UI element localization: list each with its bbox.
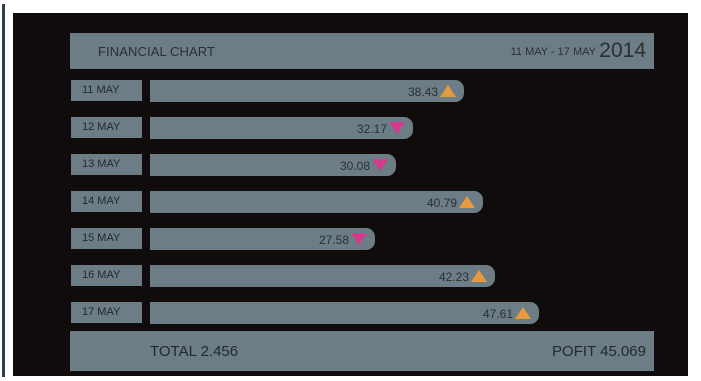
value-label: 38.43 [407,85,438,99]
value-label: 47.61 [482,307,513,321]
day-label: 13 MAY [71,154,142,175]
trend-up-triangle [440,85,456,97]
value-bar: 47.61 [150,302,539,324]
day-label: 17 MAY [71,302,142,323]
trend-down-triangle [351,233,367,245]
trend-down-icon [351,233,367,245]
date-range: 11 MAY - 17 MAY [510,46,596,58]
trend-down-icon [372,159,388,171]
day-label: 11 MAY [71,80,142,101]
profit-label: POFIT 45.069 [552,343,646,360]
chart-header: FINANCIAL CHART 11 MAY - 17 MAY 2014 [70,33,654,69]
trend-up-icon [459,196,475,208]
total-label: TOTAL 2.456 [150,343,239,360]
value-bar: 30.08 [150,154,396,176]
day-label: 14 MAY [71,191,142,212]
year-label: 2014 [599,39,646,62]
value-label: 42.23 [438,270,469,284]
trend-up-triangle [515,307,531,319]
trend-down-icon [389,122,405,134]
value-label: 32.17 [356,122,387,136]
chart-footer: TOTAL 2.456 POFIT 45.069 [70,331,654,371]
value-label: 30.08 [339,159,370,173]
value-label: 27.58 [318,233,349,247]
chart-title: FINANCIAL CHART [98,44,216,59]
value-bar: 27.58 [150,228,375,250]
value-bar: 42.23 [150,265,495,287]
trend-up-triangle [471,270,487,282]
trend-down-triangle [372,159,388,171]
day-label: 12 MAY [71,117,142,138]
trend-up-icon [515,307,531,319]
value-bar: 38.43 [150,80,464,102]
trend-up-icon [440,85,456,97]
value-label: 40.79 [426,196,457,210]
trend-down-triangle [389,122,405,134]
left-divider [2,4,5,377]
value-bar: 40.79 [150,191,483,213]
day-label: 15 MAY [71,228,142,249]
trend-up-icon [471,270,487,282]
trend-up-triangle [459,196,475,208]
day-label: 16 MAY [71,265,142,286]
value-bar: 32.17 [150,117,413,139]
